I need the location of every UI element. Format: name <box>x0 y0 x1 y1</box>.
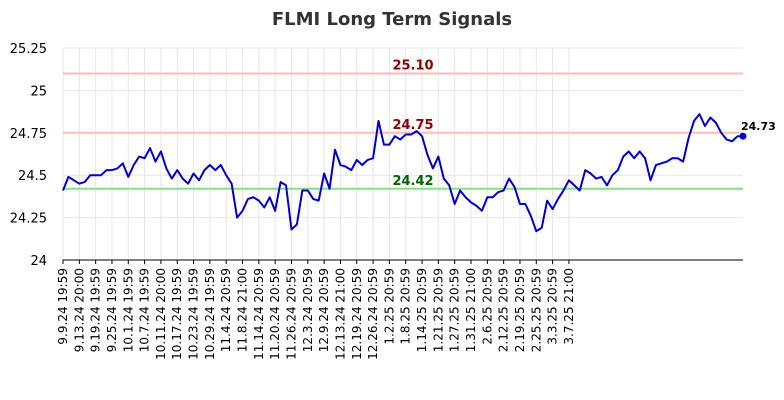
x-tick-label: 12.9.24 20:59 <box>317 268 331 352</box>
labels-layer: 25.10 24.75 24.42 24.73 <box>392 58 775 188</box>
x-tick-label: 12.19.24 20:59 <box>350 268 364 360</box>
x-tick-label: 10.29.24 19:59 <box>203 268 217 360</box>
y-tick-label: 25 <box>30 84 47 99</box>
x-tick-label: 10.17.24 19:59 <box>170 268 184 360</box>
chart-title: FLMI Long Term Signals <box>272 9 512 30</box>
x-tick-label: 3.7.25 21:00 <box>562 268 576 345</box>
reference-line-label: 24.75 <box>392 118 433 133</box>
x-tick-label: 1.31.25 21:00 <box>464 268 478 352</box>
x-tick-label: 11.14.24 20:59 <box>252 268 266 360</box>
x-tick-label: 12.3.24 20:59 <box>301 268 315 352</box>
x-tick-label: 2.25.25 20:59 <box>529 268 543 352</box>
y-tick-label: 25.25 <box>10 42 47 57</box>
x-tick-label: 3.3.25 20:59 <box>546 268 560 345</box>
x-tick-label: 11.20.24 20:59 <box>268 268 282 360</box>
x-tick-label: 2.19.25 20:59 <box>513 268 527 352</box>
y-tick-label: 24.75 <box>10 127 47 142</box>
x-tick-label: 10.1.24 19:59 <box>121 268 135 352</box>
x-tick-label: 11.4.24 20:59 <box>219 268 233 352</box>
x-tick-label: 10.23.24 19:59 <box>187 268 201 360</box>
series-layer <box>62 113 747 233</box>
x-tick-label: 10.7.24 19:59 <box>138 268 152 352</box>
x-tick-label: 9.13.24 20:00 <box>72 268 86 352</box>
x-tick-label: 9.25.24 19:59 <box>105 268 119 352</box>
last-value-label: 24.73 <box>741 120 776 133</box>
x-tick-label: 1.21.25 20:59 <box>431 268 445 352</box>
x-tick-label: 10.11.24 20:00 <box>154 268 168 360</box>
x-tick-label: 2.6.25 20:59 <box>480 268 494 345</box>
axes: 24 24.25 24.5 24.75 25 25.25 9.9.24 19:59 9.13.… <box>10 42 743 360</box>
x-tick-label: 11.26.24 20:59 <box>284 268 298 360</box>
y-tick-label: 24 <box>30 254 47 269</box>
x-tick-label: 12.13.24 21:00 <box>333 268 347 360</box>
last-point-marker <box>739 132 747 140</box>
reference-line-label: 24.42 <box>392 174 433 189</box>
x-tick-label: 9.19.24 19:59 <box>89 268 103 352</box>
x-tick-label: 1.27.25 20:59 <box>448 268 462 352</box>
series-line <box>62 113 743 233</box>
y-tick-label: 24.5 <box>18 169 47 184</box>
reference-line-label: 25.10 <box>392 58 433 73</box>
x-tick-label: 1.2.25 20:59 <box>382 268 396 345</box>
y-tick-label: 24.25 <box>10 212 47 227</box>
x-tick-label: 12.26.24 20:59 <box>366 268 380 360</box>
x-tick-label: 9.9.24 19:59 <box>56 268 70 345</box>
x-tick-label: 1.8.25 20:59 <box>399 268 413 345</box>
reference-lines <box>63 72 743 190</box>
x-tick-label: 1.14.25 20:59 <box>415 268 429 352</box>
x-tick-label: 2.12.25 20:59 <box>497 268 511 352</box>
x-tick-label: 11.8.24 21:00 <box>236 268 250 352</box>
